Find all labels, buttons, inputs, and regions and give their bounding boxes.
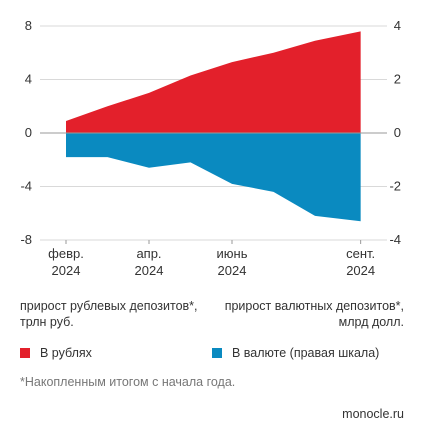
legend-item-fx: В валюте (правая шкала) <box>212 346 379 360</box>
y-left-tick-label: 0 <box>25 125 32 140</box>
series-areas <box>40 31 387 222</box>
right-axis-note-line1: прирост валютных депозитов*, <box>224 299 404 313</box>
right-axis-note-line2: млрд долл. <box>338 315 404 329</box>
right-axis-note: прирост валютных депозитов*, млрд долл. <box>225 298 404 330</box>
y-axis-right: 4 2 0 -2 -4 <box>389 18 401 247</box>
legend-item-rub: В рублях <box>20 346 92 360</box>
y-right-tick-label: 0 <box>394 125 401 140</box>
x-tick-year-label: 2024 <box>52 263 81 278</box>
y-left-tick-label: 8 <box>25 18 32 33</box>
legend-label-rub: В рублях <box>40 346 92 360</box>
y-axis-left: 8 4 0 -4 -8 <box>20 18 32 247</box>
footnote: *Накопленным итогом с начала года. <box>20 375 236 389</box>
left-axis-note-line1: прирост рублевых депозитов*, <box>20 299 198 313</box>
legend-swatch-rub <box>20 348 30 358</box>
left-axis-note: прирост рублевых депозитов*, трлн руб. <box>20 298 198 330</box>
x-tick-label: июнь <box>217 246 248 261</box>
x-tick-year-label: 2024 <box>346 263 375 278</box>
legend-label-fx: В валюте (правая шкала) <box>232 346 380 360</box>
y-right-tick-label: 4 <box>394 18 401 33</box>
legend-swatch-fx <box>212 348 222 358</box>
y-right-tick-label: 2 <box>394 72 401 87</box>
left-axis-note-line2: трлн руб. <box>20 315 74 329</box>
x-tick-label: апр. <box>136 246 161 261</box>
x-tick-year-label: 2024 <box>218 263 247 278</box>
x-tick-label: сент. <box>346 246 375 261</box>
area-chart: 8 4 0 -4 -8 4 2 0 -2 -4 февр. 2024 апр. 2024 июнь 202… <box>20 18 401 278</box>
series-area-rub <box>66 31 361 134</box>
series-area-fx <box>66 133 361 222</box>
y-right-tick-label: -2 <box>389 179 401 194</box>
y-left-tick-label: 4 <box>25 72 32 87</box>
x-tick-year-label: 2024 <box>135 263 164 278</box>
y-left-tick-label: -8 <box>20 232 32 247</box>
brand-label: monocle.ru <box>342 407 404 421</box>
y-left-tick-label: -4 <box>20 179 32 194</box>
x-axis: февр. 2024 апр. 2024 июнь 2024 сент. 2024 <box>48 240 375 278</box>
x-tick-label: февр. <box>48 246 84 261</box>
y-right-tick-label: -4 <box>389 232 401 247</box>
